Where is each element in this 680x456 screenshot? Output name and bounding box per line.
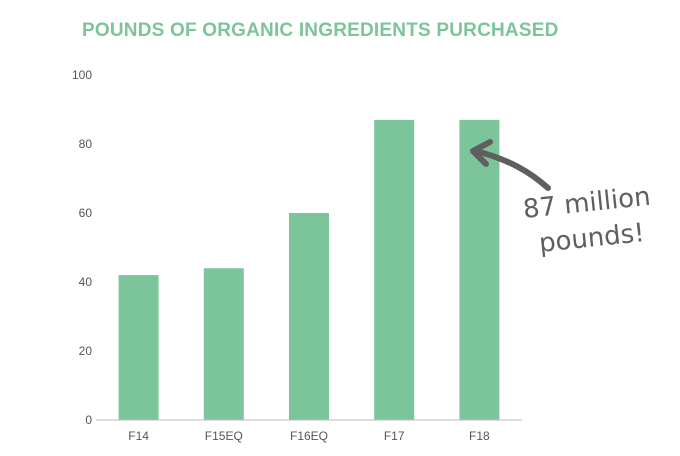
x-tick-label: F18 bbox=[469, 429, 490, 443]
bar bbox=[374, 119, 415, 420]
annotation: 87 million pounds! bbox=[470, 139, 652, 259]
x-tick-label: F16EQ bbox=[290, 429, 328, 443]
x-axis-ticks: F14 F15EQ F16EQ F17 F18 bbox=[128, 429, 490, 443]
y-tick-label: 80 bbox=[79, 137, 93, 151]
y-axis-ticks: 0 20 40 60 80 100 bbox=[72, 68, 92, 427]
y-tick-label: 20 bbox=[79, 344, 93, 358]
x-tick-label: F14 bbox=[128, 429, 149, 443]
annotation-line-2: pounds! bbox=[538, 218, 646, 259]
y-tick-label: 40 bbox=[79, 275, 93, 289]
bar bbox=[289, 213, 329, 420]
y-tick-label: 60 bbox=[79, 206, 93, 220]
annotation-arrowhead bbox=[470, 139, 493, 167]
annotation-arrow bbox=[473, 148, 551, 191]
x-tick-label: F15EQ bbox=[205, 429, 243, 443]
bar bbox=[203, 268, 244, 420]
y-tick-label: 100 bbox=[72, 68, 92, 82]
bar bbox=[118, 275, 159, 420]
x-tick-label: F17 bbox=[384, 429, 405, 443]
y-tick-label: 0 bbox=[85, 413, 92, 427]
bars bbox=[118, 119, 500, 420]
chart-title: POUNDS OF ORGANIC INGREDIENTS PURCHASED bbox=[82, 20, 559, 41]
bar bbox=[459, 119, 500, 420]
